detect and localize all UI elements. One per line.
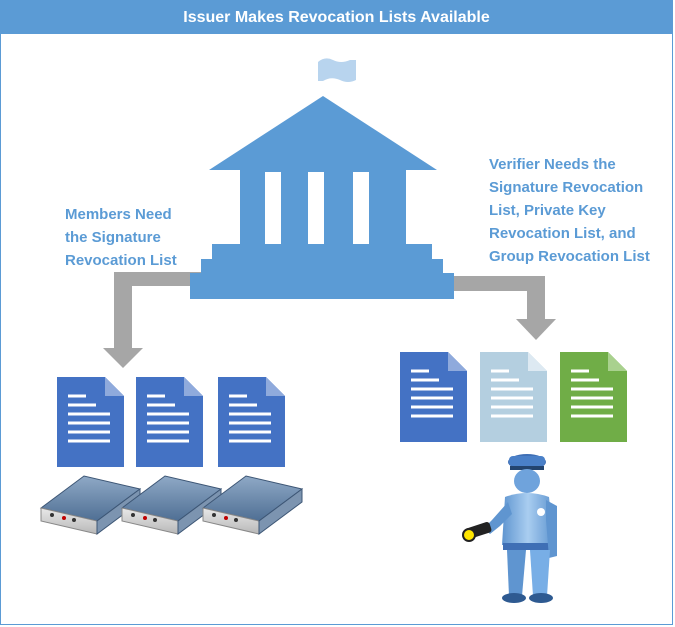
verifier-caption-line: Revocation List, and [489, 225, 636, 242]
members-caption-line: the Signature [65, 229, 161, 246]
document-icon [400, 352, 467, 442]
document-icon [136, 377, 203, 467]
document-icon [560, 352, 627, 442]
verifier-caption-line: Group Revocation List [489, 248, 650, 265]
document-icon [218, 377, 285, 467]
document-icon [57, 377, 124, 467]
document-icon [480, 352, 547, 442]
flag-icon [318, 58, 356, 82]
left-arrow [103, 272, 210, 368]
server-device-icon [201, 475, 304, 535]
members-caption: Members Need the Signature Revocation Li… [65, 203, 177, 272]
verifier-caption-line: Verifier Needs the [489, 156, 616, 173]
verifier-caption-line: Signature Revocation [489, 179, 644, 196]
server-device-icon [120, 475, 223, 535]
guard-with-flashlight-icon [462, 454, 557, 603]
right-arrow [438, 276, 556, 340]
bank-building-icon [190, 96, 454, 299]
server-device-icon [39, 475, 142, 535]
members-caption-line: Members Need [65, 206, 172, 223]
verifier-caption-line: List, Private Key [489, 202, 606, 219]
members-caption-line: Revocation List [65, 252, 177, 269]
diagram-title: Issuer Makes Revocation Lists Available [1, 1, 672, 34]
verifier-caption: Verifier Needs the Signature Revocation … [489, 153, 650, 268]
